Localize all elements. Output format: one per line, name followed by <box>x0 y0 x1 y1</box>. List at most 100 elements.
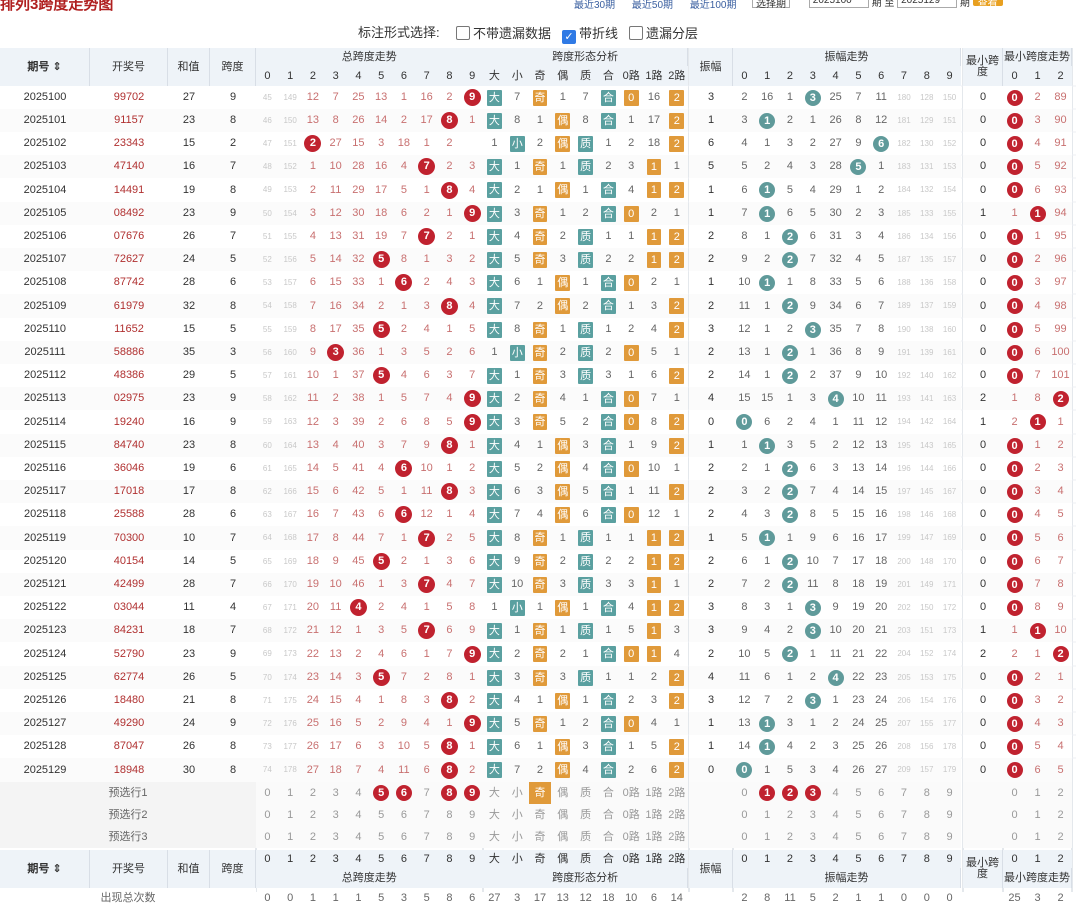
checkbox-miss-layer[interactable] <box>629 26 643 40</box>
period-select[interactable]: 选择期 <box>752 0 790 10</box>
preselect-amp-digit[interactable]: 4 <box>824 782 847 804</box>
preselect-amp-digit[interactable]: 6 <box>869 826 893 848</box>
preselect-digit[interactable]: 8 <box>438 804 461 826</box>
preselect-amp-digit[interactable]: 7 <box>892 782 916 804</box>
preselect-shape[interactable]: 合 <box>597 826 620 848</box>
preselect-shape[interactable]: 1路 <box>642 826 666 848</box>
preselect-amp-digit[interactable]: 9 <box>938 782 961 804</box>
preselect-digit[interactable]: 1 <box>278 804 302 826</box>
preselect-shape[interactable]: 奇 <box>528 804 552 826</box>
preselect-min-digit[interactable]: 0 <box>1003 826 1026 848</box>
preselect-shape[interactable]: 小 <box>505 782 529 804</box>
option-miss-layer[interactable]: 遗漏分层 <box>629 23 698 41</box>
preselect-amp-digit[interactable]: 2 <box>778 826 802 848</box>
preselect-min-digit[interactable]: 2 <box>1049 826 1072 848</box>
preselect-min-digit[interactable]: 1 <box>1026 804 1049 826</box>
preselect-amp-digit[interactable]: 7 <box>892 826 916 848</box>
preselect-amp-digit[interactable]: 6 <box>869 804 893 826</box>
preselect-amp-digit[interactable]: 5 <box>847 826 870 848</box>
preselect-digit[interactable]: 7 <box>415 826 438 848</box>
preselect-digit[interactable]: 3 <box>324 782 347 804</box>
preselect-shape[interactable]: 小 <box>505 804 529 826</box>
option-with-lines[interactable]: ✓ 带折线 <box>562 23 618 44</box>
preselect-shape[interactable]: 偶 <box>551 826 575 848</box>
preselect-shape[interactable]: 2路 <box>665 782 689 804</box>
preselect-amp-digit[interactable]: 1 <box>755 826 779 848</box>
preselect-shape[interactable]: 奇 <box>528 826 552 848</box>
preselect-digit[interactable]: 8 <box>438 826 461 848</box>
preselect-amp-digit[interactable]: 4 <box>824 804 847 826</box>
preselect-shape[interactable]: 大 <box>483 782 506 804</box>
preselect-digit[interactable]: 4 <box>347 782 370 804</box>
checkbox-with-lines[interactable]: ✓ <box>562 30 576 44</box>
preselect-digit[interactable]: 2 <box>301 826 325 848</box>
preselect-shape[interactable]: 小 <box>505 826 529 848</box>
preselect-shape[interactable]: 0路 <box>619 826 643 848</box>
preselect-digit[interactable]: 5 <box>369 804 393 826</box>
preselect-digit[interactable]: 9 <box>460 826 484 848</box>
preselect-shape[interactable]: 偶 <box>551 782 575 804</box>
from-period-input[interactable]: 2025100 <box>808 0 869 8</box>
preselect-shape[interactable]: 奇 <box>528 782 552 804</box>
preselect-amp-digit[interactable]: 3 <box>801 826 825 848</box>
link-last-30[interactable]: 最近30期 <box>574 0 616 11</box>
footer-period[interactable]: 期号 ⇕ <box>0 850 90 888</box>
preselect-digit[interactable]: 1 <box>278 782 302 804</box>
checkbox-no-miss[interactable] <box>456 26 470 40</box>
preselect-digit[interactable]: 0 <box>256 804 279 826</box>
option-no-miss-data[interactable]: 不带遗漏数据 <box>456 23 551 41</box>
preselect-min-digit[interactable]: 1 <box>1026 826 1049 848</box>
link-last-100[interactable]: 最近100期 <box>689 0 737 11</box>
preselect-shape[interactable]: 合 <box>597 804 620 826</box>
preselect-digit[interactable]: 2 <box>301 782 325 804</box>
preselect-amp-digit[interactable]: 8 <box>915 782 939 804</box>
preselect-amp-digit[interactable]: 6 <box>869 782 893 804</box>
preselect-digit[interactable]: 1 <box>278 826 302 848</box>
preselect-min-digit[interactable]: 2 <box>1049 804 1072 826</box>
preselect-amp-digit[interactable]: 4 <box>824 826 847 848</box>
preselect-amp-digit[interactable]: 8 <box>915 826 939 848</box>
preselect-shape[interactable]: 2路 <box>665 826 689 848</box>
preselect-min-digit[interactable]: 0 <box>1003 782 1026 804</box>
preselect-digit[interactable]: 9 <box>460 804 484 826</box>
to-period-input[interactable]: 2025129 <box>897 0 958 8</box>
preselect-amp-digit[interactable]: 0 <box>733 826 756 848</box>
preselect-digit[interactable]: 2 <box>301 804 325 826</box>
preselect-shape[interactable]: 1路 <box>642 782 666 804</box>
preselect-min-digit[interactable]: 1 <box>1026 782 1049 804</box>
preselect-amp-digit[interactable]: 9 <box>938 804 961 826</box>
preselect-amp-digit[interactable]: 8 <box>915 804 939 826</box>
preselect-digit[interactable]: 4 <box>347 826 370 848</box>
preselect-shape[interactable]: 合 <box>597 782 620 804</box>
preselect-amp-digit[interactable]: 3 <box>801 804 825 826</box>
preselect-amp-digit[interactable]: 2 <box>778 804 802 826</box>
preselect-digit[interactable]: 6 <box>392 804 416 826</box>
preselect-shape[interactable]: 2路 <box>665 804 689 826</box>
preselect-shape[interactable]: 0路 <box>619 804 643 826</box>
preselect-shape[interactable]: 大 <box>483 826 506 848</box>
preselect-digit[interactable]: 7 <box>415 804 438 826</box>
preselect-amp-digit[interactable]: 1 <box>755 804 779 826</box>
preselect-amp-digit[interactable]: 0 <box>733 804 756 826</box>
preselect-amp-digit[interactable]: 5 <box>847 804 870 826</box>
preselect-shape[interactable]: 偶 <box>551 804 575 826</box>
preselect-min-digit[interactable]: 0 <box>1003 804 1026 826</box>
preselect-digit[interactable]: 0 <box>256 826 279 848</box>
preselect-shape[interactable]: 0路 <box>619 782 643 804</box>
preselect-amp-digit[interactable]: 0 <box>733 782 756 804</box>
link-last-50[interactable]: 最近50期 <box>631 0 674 11</box>
preselect-amp-digit[interactable]: 9 <box>938 826 961 848</box>
preselect-digit[interactable]: 7 <box>415 782 438 804</box>
preselect-digit[interactable]: 3 <box>324 804 347 826</box>
preselect-shape[interactable]: 质 <box>574 782 597 804</box>
preselect-shape[interactable]: 大 <box>483 804 506 826</box>
preselect-digit[interactable]: 4 <box>347 804 370 826</box>
preselect-digit[interactable]: 3 <box>324 826 347 848</box>
header-period[interactable]: 期号 ⇕ <box>0 48 90 86</box>
preselect-amp-digit[interactable]: 7 <box>892 804 916 826</box>
preselect-amp-digit[interactable]: 5 <box>847 782 870 804</box>
preselect-digit[interactable]: 0 <box>256 782 279 804</box>
preselect-shape[interactable]: 1路 <box>642 804 666 826</box>
preselect-shape[interactable]: 质 <box>574 804 597 826</box>
query-button[interactable]: 查看 <box>972 0 1003 9</box>
